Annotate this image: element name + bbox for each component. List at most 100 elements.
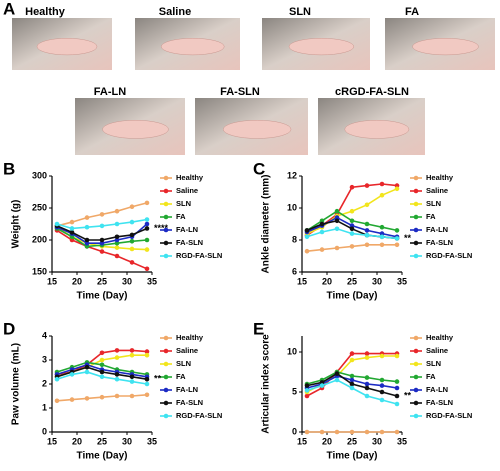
data-point [364, 429, 370, 435]
legend-label: Saline [426, 186, 448, 195]
legend-label: RGD-FA-SLN [176, 411, 222, 420]
legend-marker [163, 175, 169, 181]
paw [36, 38, 98, 56]
panel-label: C [253, 159, 265, 178]
photo-label: FA-LN [94, 86, 126, 98]
panel-label: B [3, 159, 15, 178]
legend-marker [413, 387, 419, 393]
legend-label: FA-SLN [426, 398, 453, 407]
x-tick-label: 20 [322, 436, 332, 446]
legend-marker [163, 188, 169, 194]
data-point [334, 208, 340, 214]
data-point [129, 260, 135, 265]
legend-label: FA [176, 212, 186, 221]
data-point [304, 393, 310, 399]
legend-marker [413, 400, 419, 406]
legend-label: RGD-FA-SLN [176, 251, 222, 260]
legend-label: Saline [176, 186, 198, 195]
data-point [144, 221, 150, 227]
annotation: ** [404, 390, 412, 400]
y-tick-label: 3 [42, 354, 47, 364]
data-point [394, 228, 400, 233]
legend-label: FA-LN [176, 225, 198, 234]
data-point [349, 381, 355, 387]
x-tick-label: 20 [72, 276, 82, 286]
data-point [54, 221, 60, 227]
annotation: ** [404, 233, 412, 243]
data-point [69, 219, 75, 225]
legend-marker [163, 201, 169, 207]
data-point [379, 234, 385, 240]
x-axis-label: Time (Day) [327, 291, 378, 302]
x-tick-label: 25 [347, 436, 357, 446]
photo-label: SLN [289, 6, 311, 18]
legend-label: Saline [176, 346, 198, 355]
data-point [394, 379, 400, 384]
data-point [349, 357, 355, 363]
y-tick-label: 200 [32, 234, 47, 244]
data-point [99, 212, 105, 217]
data-point [364, 242, 370, 248]
photo-label: FA-SLN [220, 86, 260, 98]
data-point [334, 245, 340, 251]
data-point [364, 393, 370, 399]
data-point [144, 352, 150, 358]
data-point [349, 226, 355, 232]
photo-label: Saline [159, 6, 191, 18]
y-tick-label: 0 [292, 426, 297, 436]
x-axis-label: Time (Day) [77, 451, 128, 462]
data-point [394, 429, 400, 435]
data-point [379, 429, 385, 435]
data-point [114, 355, 120, 360]
x-axis-label: Time (Day) [327, 451, 378, 462]
data-point [69, 230, 75, 235]
data-point [144, 266, 150, 272]
data-point [379, 353, 385, 359]
data-point [349, 231, 355, 236]
data-point [319, 247, 325, 252]
panel-label: D [3, 319, 15, 338]
photo-label: FA [405, 6, 419, 18]
data-point [114, 348, 120, 353]
data-point [334, 377, 340, 383]
legend-marker [413, 175, 419, 181]
data-point [54, 376, 60, 382]
data-point [319, 221, 325, 227]
data-point [394, 385, 400, 391]
y-tick-label: 8 [292, 234, 297, 244]
data-point [319, 380, 325, 385]
data-point [304, 228, 310, 233]
legend-marker [413, 253, 419, 259]
data-point [379, 224, 385, 230]
y-tick-label: 1 [42, 402, 47, 412]
legend-label: FA-LN [426, 225, 448, 234]
data-point [349, 244, 355, 249]
annotation: ** [154, 374, 162, 384]
legend-marker [413, 240, 419, 246]
data-point [379, 192, 385, 198]
data-point [304, 388, 310, 393]
data-point [129, 379, 135, 384]
data-point [349, 373, 355, 379]
data-point [114, 253, 120, 259]
legend-marker [413, 413, 419, 419]
legend-marker [163, 387, 169, 393]
legend-label: Saline [426, 346, 448, 355]
legend-marker [163, 253, 169, 259]
x-tick-label: 20 [72, 436, 82, 446]
data-point [394, 353, 400, 359]
y-tick-label: 4 [42, 330, 47, 340]
data-point [364, 381, 370, 387]
data-point [114, 240, 120, 246]
paw [344, 119, 410, 139]
x-axis-label: Time (Day) [77, 291, 128, 302]
data-point [394, 242, 400, 248]
x-tick-label: 30 [372, 436, 382, 446]
data-point [84, 237, 90, 243]
data-point [99, 374, 105, 380]
legend-label: FA [426, 372, 436, 381]
data-point [334, 215, 340, 220]
x-tick-label: 35 [397, 436, 407, 446]
data-point [114, 393, 120, 399]
